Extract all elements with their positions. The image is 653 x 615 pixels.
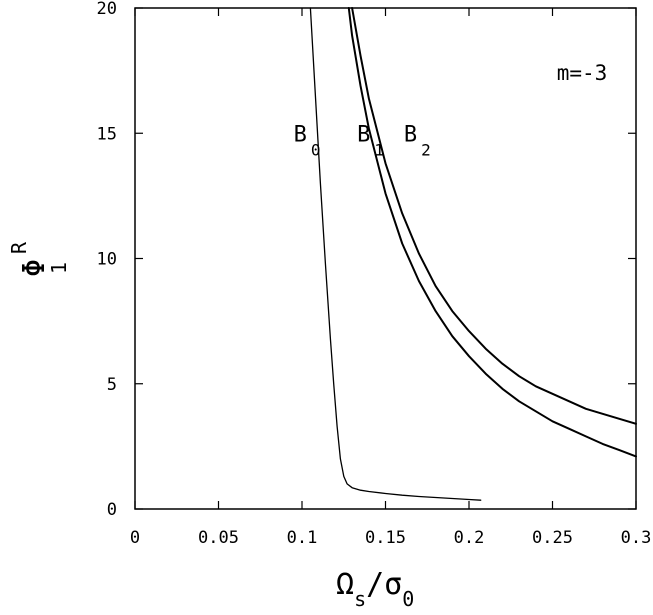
- y-tick-label: 0: [107, 500, 117, 520]
- x-tick-label: 0.15: [365, 528, 406, 548]
- series-label-name: B: [294, 122, 307, 147]
- x-tick-label: 0.25: [532, 528, 573, 548]
- y-tick-label: 15: [97, 124, 117, 144]
- x-tick-label: 0: [130, 528, 140, 548]
- series-line-b0: [309, 7, 482, 501]
- series-label-b0: B0: [294, 122, 321, 159]
- series-label-b2: B2: [404, 122, 431, 159]
- y-tick-label: 20: [97, 0, 117, 19]
- x-tick-label: 0.1: [287, 528, 318, 548]
- series-label-sub: 2: [421, 140, 431, 159]
- series-label-sub: 0: [311, 140, 321, 159]
- x-axis-title-slash: /σ: [366, 567, 402, 602]
- ticks: [134, 7, 637, 510]
- series-lines: [309, 7, 637, 501]
- series-label-name: B: [357, 122, 370, 147]
- y-tick-label: 5: [107, 375, 117, 395]
- x-axis-title-sub: s: [354, 587, 366, 610]
- x-tick-label: 0.05: [198, 528, 239, 548]
- series-label-name: B: [404, 122, 417, 147]
- y-axis-title-main: Φ: [17, 259, 52, 277]
- series-line-b2: [351, 7, 637, 425]
- x-tick-label: 0.2: [454, 528, 485, 548]
- x-tick-label: 0.3: [621, 528, 652, 548]
- x-axis-title-sub2: 0: [402, 587, 414, 610]
- x-axis-title-main: Ω: [336, 567, 354, 602]
- y-axis-title-sup: R: [7, 241, 31, 254]
- annotation-label: m=-3: [557, 61, 608, 85]
- x-axis-title: Ωs/σ0: [336, 567, 414, 610]
- y-axis-title: Φ 1 R: [7, 241, 71, 277]
- series-line-b1: [347, 7, 637, 458]
- y-axis-title-sub: 1: [47, 262, 71, 274]
- series-label-b1: B1: [357, 122, 384, 159]
- series-label-sub: 1: [374, 140, 384, 159]
- y-tick-label: 10: [97, 250, 117, 270]
